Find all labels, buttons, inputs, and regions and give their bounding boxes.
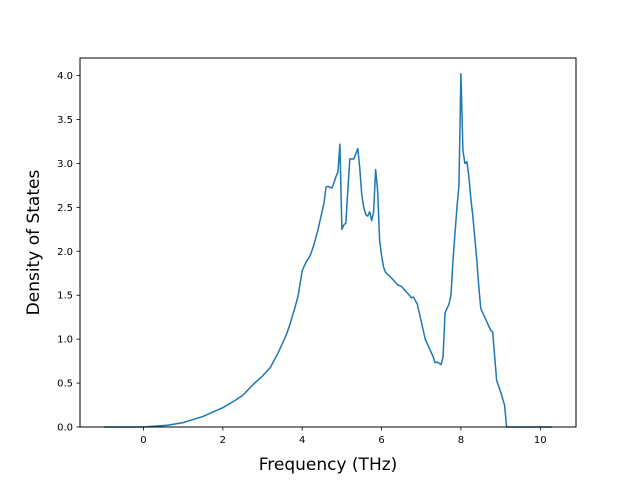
x-tick-label: 2 (220, 435, 226, 446)
y-tick-label: 4.0 (57, 71, 73, 82)
x-axis-label: Frequency (THz) (259, 455, 398, 475)
x-tick-label: 6 (378, 435, 384, 446)
y-tick-label: 0.5 (57, 379, 73, 390)
plot-area (103, 73, 553, 428)
y-tick-label: 2.5 (57, 203, 73, 214)
axes-frame (79, 57, 577, 428)
ticks: 0 2 4 6 8 10 0.0 0.5 1.0 1.5 2.0 2.5 3.0 3.5 4.0 (57, 71, 547, 446)
x-tick-label: 10 (534, 435, 547, 446)
x-tick-label: 8 (458, 435, 464, 446)
dos-series-line (103, 73, 553, 428)
y-tick-label: 1.0 (57, 335, 73, 346)
y-tick-label: 2.0 (57, 247, 73, 258)
y-axis-label: Density of States (24, 170, 44, 316)
y-tick-label: 1.5 (57, 291, 73, 302)
y-tick-label: 3.0 (57, 159, 73, 170)
y-tick-label: 0.0 (57, 423, 73, 434)
y-tick-label: 3.5 (57, 115, 73, 126)
x-tick-label: 0 (140, 435, 146, 446)
x-tick-label: 4 (299, 435, 305, 446)
